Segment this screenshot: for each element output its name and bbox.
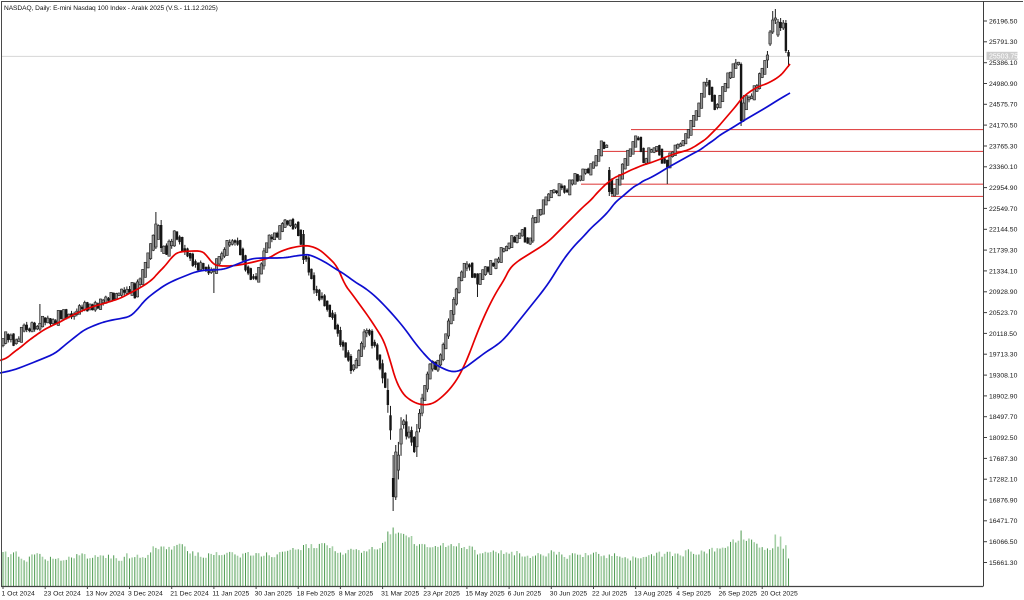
svg-text:1 Oct 2024: 1 Oct 2024 (2, 591, 35, 598)
svg-text:3 Dec 2024: 3 Dec 2024 (128, 591, 163, 598)
svg-text:26196.50: 26196.50 (989, 18, 1018, 25)
svg-text:17687.30: 17687.30 (989, 456, 1018, 463)
svg-text:22954.90: 22954.90 (989, 185, 1018, 192)
svg-text:25503.75: 25503.75 (989, 53, 1018, 60)
svg-text:25791.30: 25791.30 (989, 39, 1018, 46)
svg-text:23 Apr 2025: 23 Apr 2025 (423, 591, 460, 598)
svg-text:22144.50: 22144.50 (989, 227, 1018, 234)
svg-text:24980.90: 24980.90 (989, 81, 1018, 88)
svg-text:20928.90: 20928.90 (989, 289, 1018, 296)
svg-text:13 Nov 2024: 13 Nov 2024 (86, 591, 125, 598)
svg-text:23 Oct 2024: 23 Oct 2024 (44, 591, 81, 598)
svg-text:21 Dec 2024: 21 Dec 2024 (170, 591, 209, 598)
svg-text:30 Jan 2025: 30 Jan 2025 (255, 591, 293, 598)
svg-text:20523.70: 20523.70 (989, 310, 1018, 317)
svg-text:17282.10: 17282.10 (989, 477, 1018, 484)
svg-text:18902.90: 18902.90 (989, 393, 1018, 400)
svg-text:4 Sep 2025: 4 Sep 2025 (676, 591, 711, 598)
svg-text:6 Jun 2025: 6 Jun 2025 (508, 591, 542, 598)
svg-text:16876.90: 16876.90 (989, 497, 1018, 504)
svg-text:22549.70: 22549.70 (989, 206, 1018, 213)
svg-text:23360.10: 23360.10 (989, 164, 1018, 171)
svg-text:22 Jul 2025: 22 Jul 2025 (592, 591, 627, 598)
svg-text:21739.30: 21739.30 (989, 248, 1018, 255)
svg-text:8 Mar 2025: 8 Mar 2025 (339, 591, 374, 598)
svg-text:20 Oct 2025: 20 Oct 2025 (761, 591, 798, 598)
svg-text:11 Jan 2025: 11 Jan 2025 (212, 591, 249, 598)
svg-text:24575.70: 24575.70 (989, 102, 1018, 109)
svg-text:31 Mar 2025: 31 Mar 2025 (381, 591, 419, 598)
svg-text:19713.30: 19713.30 (989, 352, 1018, 359)
svg-text:19308.10: 19308.10 (989, 373, 1018, 380)
svg-text:16066.50: 16066.50 (989, 539, 1018, 546)
svg-text:15 May 2025: 15 May 2025 (465, 591, 505, 598)
svg-text:18497.70: 18497.70 (989, 414, 1018, 421)
svg-text:13 Aug 2025: 13 Aug 2025 (634, 591, 672, 598)
svg-text:24170.50: 24170.50 (989, 123, 1018, 130)
svg-text:25386.10: 25386.10 (989, 60, 1018, 67)
svg-text:23765.30: 23765.30 (989, 143, 1018, 150)
svg-text:NASDAQ, Daily: E-mini Nasdaq: NASDAQ, Daily: E-mini Nasdaq 100 Index -… (4, 5, 218, 12)
svg-text:30 Jun 2025: 30 Jun 2025 (550, 591, 588, 598)
svg-text:21334.10: 21334.10 (989, 268, 1018, 275)
svg-text:20118.50: 20118.50 (989, 331, 1017, 338)
svg-text:18092.50: 18092.50 (989, 435, 1018, 442)
svg-text:15661.30: 15661.30 (989, 560, 1018, 567)
svg-text:16471.70: 16471.70 (989, 518, 1018, 525)
svg-text:26 Sep 2025: 26 Sep 2025 (719, 591, 758, 598)
svg-text:18 Feb 2025: 18 Feb 2025 (297, 591, 335, 598)
